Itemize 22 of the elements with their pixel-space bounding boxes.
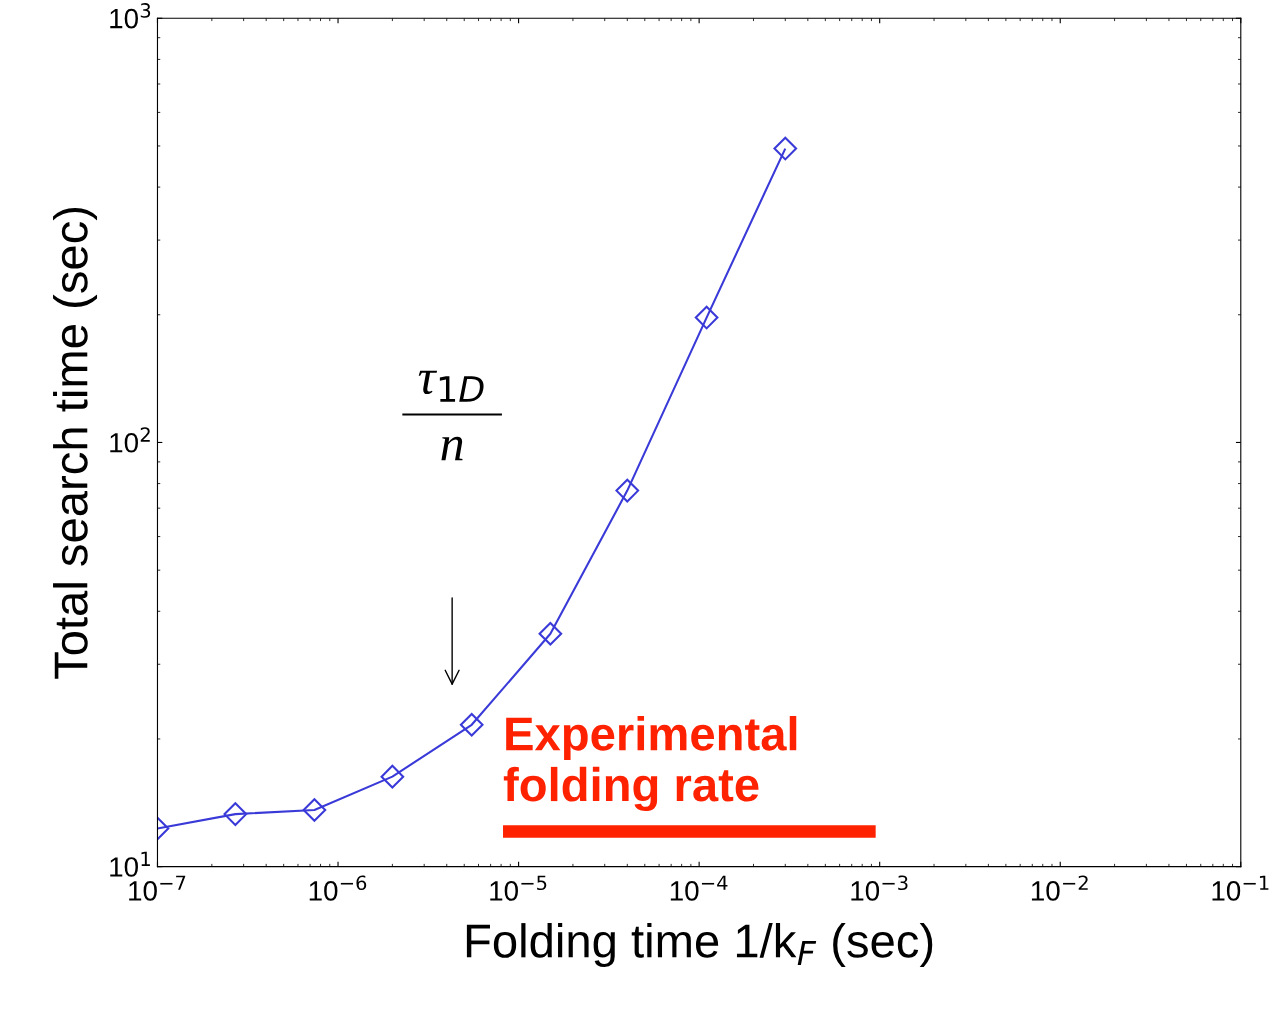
y-tick-label: 10$^{2}$ xyxy=(110,427,150,453)
x-axis-title: Folding time 1/k$_{F}$ (sec) xyxy=(466,923,933,968)
point xyxy=(380,764,405,789)
point xyxy=(615,478,640,503)
annotation: n xyxy=(441,436,463,461)
y-tick-label: 10$^{1}$ xyxy=(110,851,150,877)
x-tick-label: 10$^{−2}$ xyxy=(1031,875,1088,901)
x-tick-label: 10$^{−5}$ xyxy=(490,875,547,901)
x-tick-label: 10$^{−3}$ xyxy=(851,875,908,901)
point xyxy=(538,621,563,646)
x-tick-label: 10$^{−4}$ xyxy=(670,875,728,901)
annotation: τ$_{1D}$ xyxy=(418,370,484,402)
point xyxy=(773,136,798,161)
x-tick-label: 10$^{−1}$ xyxy=(1212,875,1269,901)
series-label: Experimental folding rate xyxy=(503,716,797,812)
point xyxy=(302,798,327,822)
point xyxy=(459,712,484,737)
point xyxy=(223,802,248,826)
y-tick-label: 10$^{3}$ xyxy=(110,3,151,29)
point xyxy=(694,305,719,330)
x-tick-label: 10$^{−6}$ xyxy=(309,875,367,901)
y-axis-title: Total search time (sec) xyxy=(53,207,98,679)
